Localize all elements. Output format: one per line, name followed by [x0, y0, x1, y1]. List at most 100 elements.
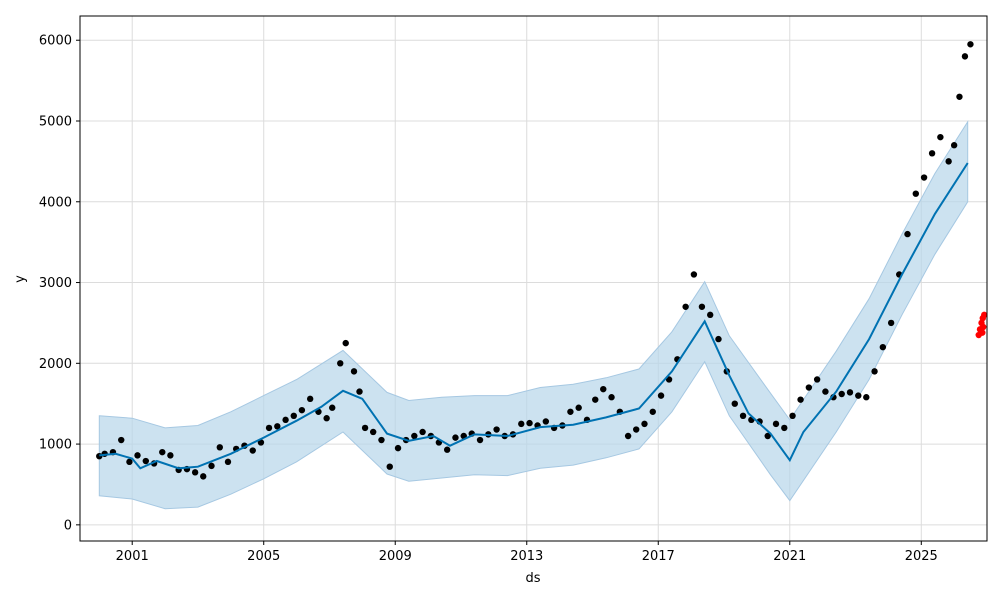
y-tick-label: 2000	[39, 357, 72, 372]
observed-point	[657, 392, 665, 399]
x-tick-label: 2025	[905, 549, 938, 564]
observed-point	[690, 271, 698, 278]
observed-point	[224, 458, 232, 466]
observed-point	[887, 319, 895, 327]
observed-point	[682, 303, 689, 310]
observed-point	[575, 404, 582, 411]
y-axis-label: y	[13, 275, 28, 283]
observed-point	[698, 303, 706, 310]
observed-point	[838, 390, 845, 398]
y-tick-label: 1000	[39, 438, 72, 453]
observed-points	[96, 41, 974, 480]
observed-point	[863, 394, 870, 401]
observed-point	[715, 335, 722, 343]
observed-point	[526, 419, 533, 427]
observed-point	[167, 452, 174, 459]
plot-frame	[79, 15, 988, 542]
observed-point	[912, 190, 919, 197]
x-axis-label: ds	[525, 571, 540, 586]
observed-point	[208, 462, 215, 470]
observed-point	[956, 93, 963, 100]
observed-point	[967, 41, 974, 48]
y-tick-label: 5000	[39, 115, 72, 130]
observed-point	[216, 444, 223, 451]
observed-point	[378, 436, 385, 444]
observed-point	[707, 311, 714, 319]
observed-point	[249, 447, 256, 454]
observed-point	[805, 384, 813, 391]
observed-point	[739, 412, 747, 420]
y-axis-ticks: 0 1000 2000 3000 4000 5000 6000	[39, 34, 80, 533]
y-tick-label: 4000	[39, 195, 72, 210]
observed-point	[855, 392, 862, 399]
x-tick-label: 2021	[773, 549, 806, 564]
observed-point	[493, 426, 500, 433]
observed-point	[641, 420, 648, 428]
observed-point	[200, 473, 207, 480]
x-tick-label: 2013	[510, 549, 543, 564]
observed-point	[542, 418, 550, 425]
observed-point	[608, 394, 615, 401]
observed-point	[937, 133, 944, 141]
observed-point	[134, 452, 141, 459]
observed-point	[789, 412, 796, 420]
x-tick-label: 2017	[642, 549, 675, 564]
observed-point	[191, 469, 199, 476]
observed-point	[356, 388, 363, 395]
observed-point	[274, 423, 281, 430]
observed-point	[298, 406, 306, 414]
observed-point	[822, 388, 829, 395]
observed-point	[265, 424, 273, 432]
test-points	[975, 311, 988, 339]
y-tick-label: 6000	[39, 34, 72, 49]
observed-point	[329, 404, 336, 411]
observed-point	[452, 434, 459, 441]
test-point	[981, 311, 988, 319]
observed-point	[337, 360, 344, 367]
observed-point	[342, 339, 349, 347]
observed-point	[518, 420, 525, 428]
observed-point	[772, 420, 780, 428]
observed-point	[879, 343, 887, 351]
observed-point	[476, 436, 484, 444]
observed-point	[961, 53, 969, 60]
observed-point	[369, 428, 377, 436]
observed-point	[904, 230, 911, 238]
observed-point	[797, 396, 804, 403]
observed-point	[649, 408, 656, 415]
observed-point	[282, 416, 289, 424]
forecast-line	[99, 162, 969, 470]
observed-point	[813, 376, 821, 383]
observed-point	[159, 448, 166, 456]
observed-point	[567, 408, 574, 415]
observed-point	[386, 463, 393, 470]
observed-point	[928, 150, 936, 157]
observed-point	[443, 446, 451, 453]
observed-point	[950, 142, 958, 149]
x-tick-label: 2005	[247, 549, 280, 564]
y-tick-label: 3000	[39, 276, 72, 291]
observed-point	[361, 424, 369, 432]
observed-point	[871, 368, 878, 375]
test-point	[980, 323, 987, 331]
observed-point	[290, 412, 297, 420]
test-point	[979, 329, 986, 336]
observed-point	[781, 424, 788, 432]
observed-point	[126, 458, 133, 466]
observed-point	[118, 436, 125, 444]
observed-point	[945, 158, 952, 165]
observed-point	[731, 400, 738, 407]
observed-point	[142, 457, 150, 465]
observed-point	[306, 395, 314, 403]
observed-point	[323, 415, 330, 422]
observed-point	[633, 426, 640, 433]
observed-point	[350, 368, 358, 375]
observed-point	[624, 432, 632, 440]
observed-point	[411, 432, 418, 440]
observed-point	[394, 444, 402, 452]
x-tick-label: 2001	[116, 549, 149, 564]
observed-point	[764, 432, 771, 440]
observed-point	[846, 389, 854, 396]
x-axis-ticks: 2001 2005 2009 2013 2017 2021 2025	[116, 541, 938, 564]
